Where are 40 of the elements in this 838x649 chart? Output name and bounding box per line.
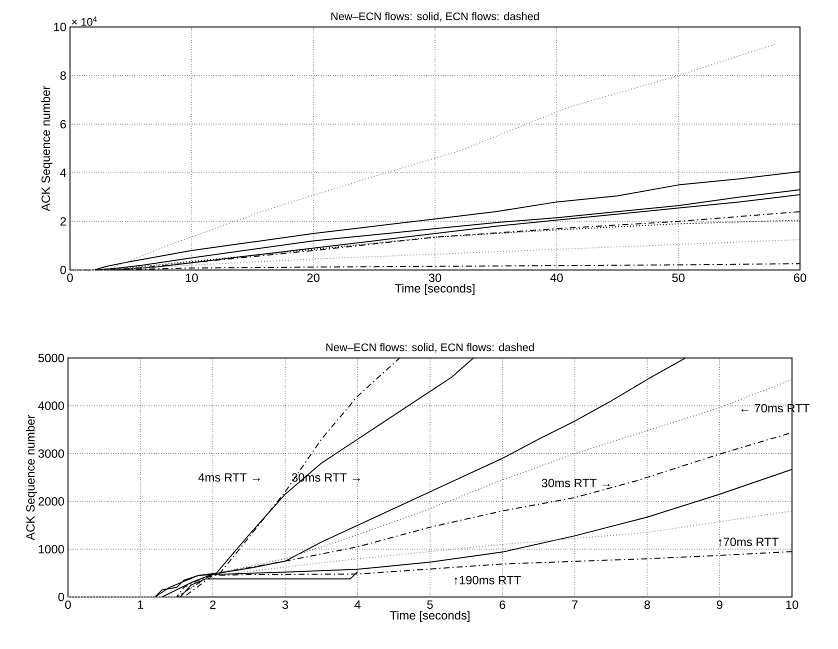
y-tick-label: 10 — [54, 22, 66, 32]
chart-title: New–ECN flows: solid, ECN flows: dashed — [331, 12, 539, 22]
annotation: 30ms RTT → — [542, 478, 610, 488]
y-tick-label: 1000 — [38, 544, 64, 554]
y-tick-label: 6 — [60, 120, 66, 128]
text: × 10$^{4}$ — [72, 16, 97, 26]
x-tick-label: 8 — [644, 600, 650, 609]
x-tick-label: 6 — [500, 600, 506, 609]
x-tick-label: 0 — [67, 274, 73, 282]
x-tick-label: 40 — [550, 274, 563, 282]
y-tick-label: 0 — [60, 266, 66, 274]
x-tick-label: 10 — [186, 274, 198, 282]
x-tick-label: 30 — [428, 274, 442, 282]
y-axis-title: ACK Sequence number — [26, 414, 38, 540]
x-axis-title: Time [seconds] — [390, 610, 470, 622]
annotation: ↑190ms RTT — [454, 576, 521, 585]
chart-title: New–ECN flows: solid, ECN flows: dashed — [326, 343, 534, 352]
y-tick-label: 5000 — [38, 354, 64, 362]
y-tick-label: 0 — [58, 592, 64, 602]
y-tick-label: 2000 — [38, 497, 64, 506]
x-tick-label: 1 — [138, 600, 144, 609]
x-tick-label: 7 — [572, 600, 578, 609]
y-tick-label: 3000 — [38, 449, 64, 458]
x-tick-label: 20 — [307, 274, 320, 282]
x-tick-label: 2 — [210, 600, 216, 609]
annotation: 4ms RTT → — [198, 473, 260, 482]
annotation: ↑70ms RTT — [718, 538, 778, 546]
x-tick-label: 4 — [354, 600, 361, 609]
y-tick-label: 2 — [60, 217, 66, 226]
x-tick-label: 60 — [794, 274, 806, 282]
y-tick-label: 8 — [60, 71, 66, 80]
x-tick-label: 10 — [786, 600, 798, 609]
x-tick-label: 9 — [716, 600, 722, 609]
y-tick-label: 4 — [60, 168, 66, 177]
x-tick-label: 3 — [282, 600, 288, 609]
x-axis-title: Time [seconds] — [394, 284, 474, 295]
y-tick-label: 4000 — [38, 402, 64, 410]
y-axis-title: ACK Sequence number — [41, 86, 52, 212]
x-tick-label: 5 — [427, 600, 433, 609]
x-tick-label: 50 — [672, 274, 685, 282]
